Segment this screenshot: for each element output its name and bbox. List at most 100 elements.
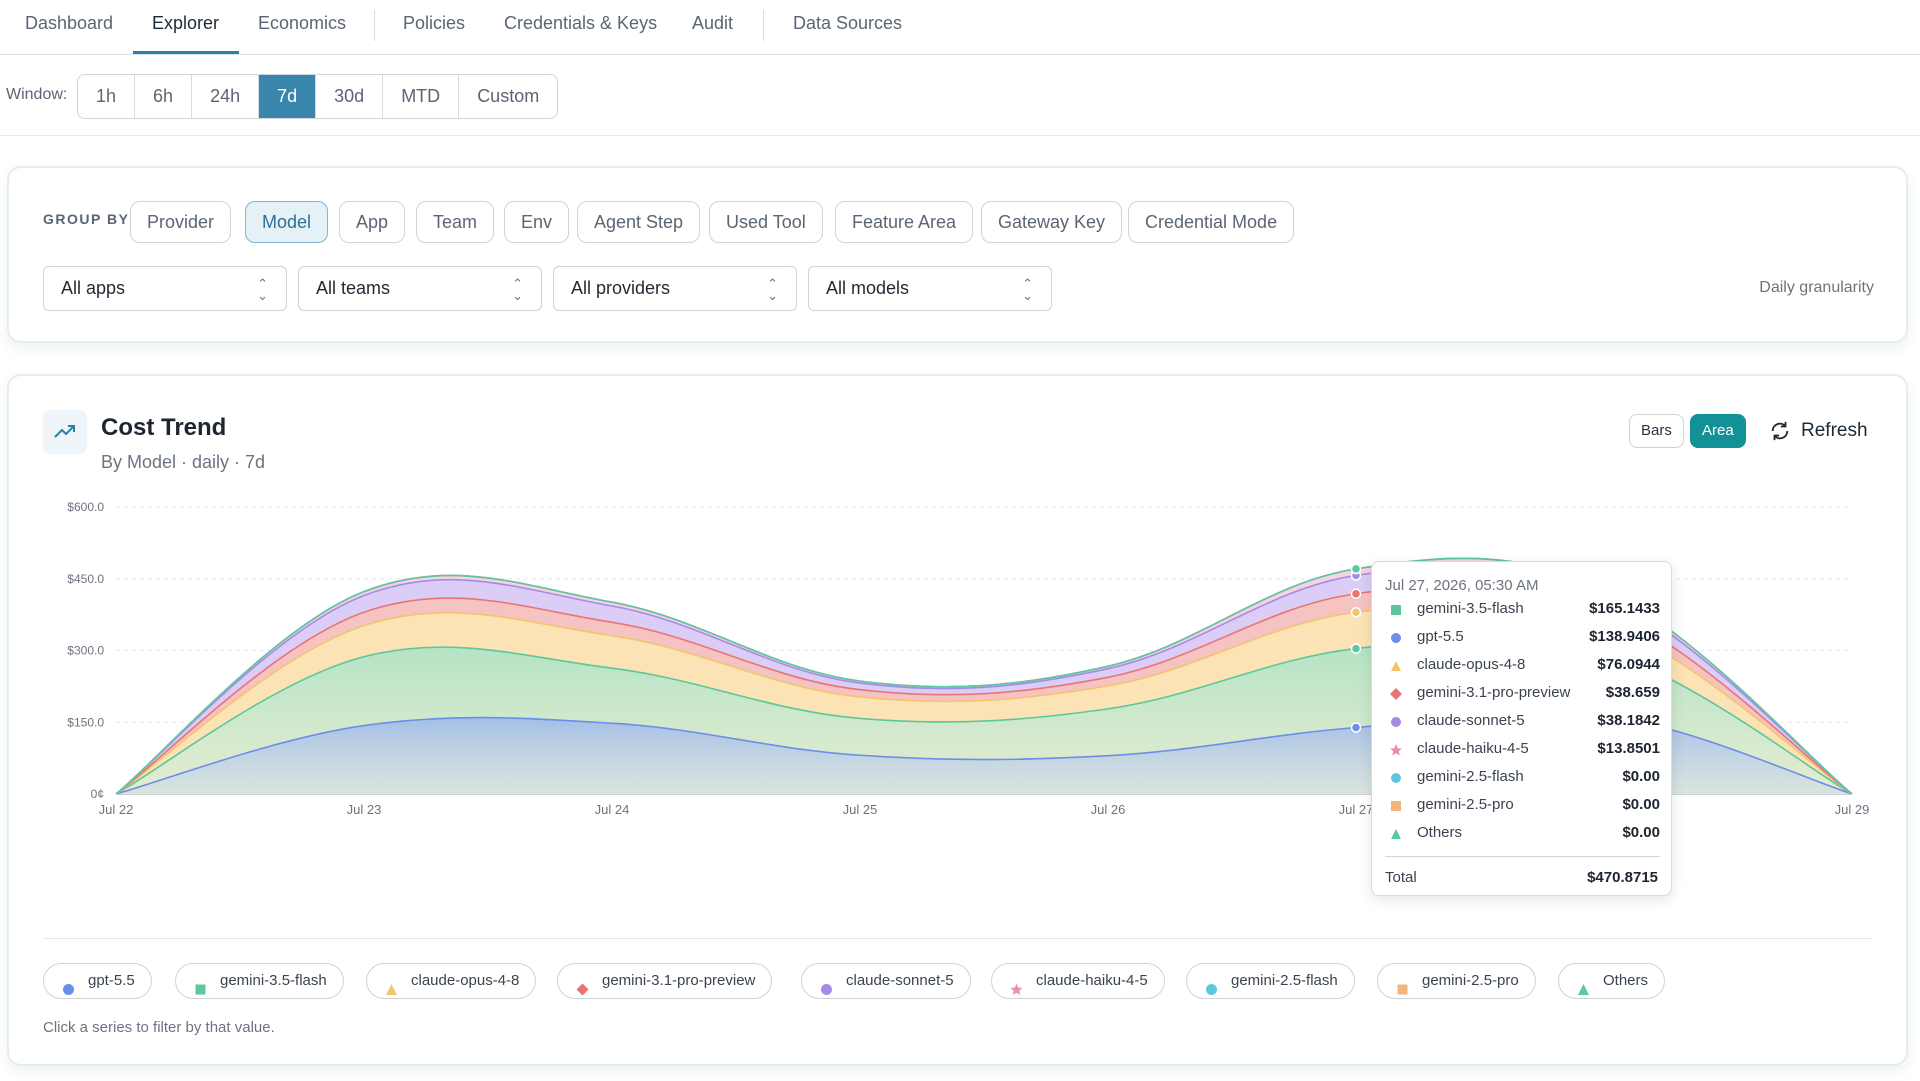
- providers-select-value: All providers: [571, 278, 671, 298]
- refresh-button[interactable]: Refresh: [1769, 414, 1868, 448]
- tooltip-divider: [1385, 856, 1660, 857]
- area-toggle-button[interactable]: Area: [1690, 414, 1746, 448]
- tooltip-series-value: $0.00: [1622, 768, 1660, 785]
- tooltip-series-name: gemini-3.5-flash: [1417, 600, 1524, 617]
- bars-toggle-button[interactable]: Bars: [1629, 414, 1684, 448]
- group-by-used-tool[interactable]: Used Tool: [709, 201, 823, 243]
- tab-dashboard[interactable]: Dashboard: [25, 13, 114, 33]
- square-icon: [1389, 799, 1403, 813]
- tooltip-total-value: $470.8715: [1587, 869, 1658, 886]
- tooltip-series-value: $76.0944: [1597, 656, 1660, 673]
- x-tick-label: Jul 27: [1339, 802, 1374, 817]
- group-by-label: GROUP BY: [43, 211, 130, 227]
- filters-card: GROUP BY Provider Model App Team Env Age…: [7, 166, 1908, 343]
- window-option-custom[interactable]: Custom: [477, 86, 540, 106]
- window-segmented-control: 1h 6h 24h 7d 30d MTD Custom: [77, 74, 559, 119]
- x-tick-label: Jul 22: [99, 802, 134, 817]
- group-by-env[interactable]: Env: [504, 201, 570, 243]
- providers-select[interactable]: All providers ⌃ ⌄: [553, 266, 797, 311]
- chevron-up-down-icon: ⌃ ⌄: [767, 276, 778, 303]
- chevron-up-down-icon: ⌃ ⌄: [257, 276, 268, 303]
- tooltip-series-value: $0.00: [1622, 796, 1660, 813]
- window-option-mtd[interactable]: MTD: [383, 75, 460, 118]
- hover-marker: [1350, 643, 1362, 654]
- group-by-model[interactable]: Model: [245, 201, 329, 243]
- tooltip-date: Jul 27, 2026, 05:30 AM: [1385, 577, 1539, 594]
- trending-up-icon: [43, 410, 87, 454]
- cost-trend-card: Cost Trend By Model · daily · 7d Bars Ar…: [7, 374, 1908, 1066]
- chart-title: Cost Trend: [101, 414, 227, 441]
- top-nav: Dashboard Explorer Economics Policies Cr…: [0, 0, 1920, 55]
- y-tick-label: $450.0: [67, 572, 104, 586]
- triangle-icon: [385, 975, 398, 995]
- refresh-icon: [1771, 421, 1789, 441]
- models-select[interactable]: All models ⌃ ⌄: [808, 266, 1052, 311]
- window-option-7d[interactable]: 7d: [259, 75, 317, 118]
- teams-select-value: All teams: [316, 278, 391, 298]
- group-by-team[interactable]: Team: [416, 201, 495, 243]
- legend-hint: Click a series to filter by that value.: [43, 1019, 275, 1036]
- circle-icon: [1389, 715, 1403, 729]
- y-tick-label: $300.0: [67, 644, 104, 658]
- legend-label: gemini-3.5-flash: [220, 972, 327, 989]
- circle-icon: [1389, 631, 1403, 645]
- tooltip-series-name: gemini-2.5-flash: [1417, 768, 1524, 785]
- tab-policies[interactable]: Policies: [403, 13, 466, 33]
- tab-economics[interactable]: Economics: [258, 13, 347, 33]
- apps-select-value: All apps: [61, 278, 126, 298]
- group-by-credential-mode[interactable]: Credential Mode: [1128, 201, 1295, 243]
- tooltip-series-name: claude-sonnet-5: [1417, 712, 1525, 729]
- tooltip-total-label: Total: [1385, 869, 1417, 886]
- window-option-6h[interactable]: 6h: [135, 75, 193, 118]
- tooltip-row: claude-sonnet-5 $38.1842: [1385, 709, 1660, 736]
- x-tick-label: Jul 24: [595, 802, 630, 817]
- star-icon: [1389, 743, 1403, 757]
- group-by-app[interactable]: App: [339, 201, 406, 243]
- legend-others[interactable]: Others: [1558, 963, 1666, 999]
- legend-gemini-2-5-pro[interactable]: gemini-2.5-pro: [1377, 963, 1536, 999]
- tooltip-row: claude-opus-4-8 $76.0944: [1385, 653, 1660, 680]
- group-by-agent-step[interactable]: Agent Step: [577, 201, 701, 243]
- triangle-icon: [1577, 975, 1590, 995]
- hover-marker: [1350, 588, 1362, 599]
- legend-gemini-3-5-flash[interactable]: gemini-3.5-flash: [175, 963, 344, 999]
- diamond-icon: [576, 975, 589, 996]
- x-tick-label: Jul 26: [1091, 802, 1126, 817]
- tab-credentials-keys[interactable]: Credentials & Keys: [504, 13, 658, 33]
- tooltip-series-value: $138.9406: [1589, 628, 1660, 645]
- hover-marker: [1350, 563, 1362, 575]
- tooltip-series-value: $38.659: [1605, 684, 1660, 701]
- apps-select[interactable]: All apps ⌃ ⌄: [43, 266, 287, 311]
- tooltip-row: gemini-3.1-pro-preview $38.659: [1385, 681, 1660, 708]
- circle-icon: [820, 975, 833, 995]
- x-tick-label: Jul 29: [1835, 802, 1870, 817]
- teams-select[interactable]: All teams ⌃ ⌄: [298, 266, 542, 311]
- window-option-1h[interactable]: 1h: [78, 75, 136, 118]
- tooltip-row: gemini-3.5-flash $165.1433: [1385, 597, 1660, 624]
- tooltip-series-value: $165.1433: [1589, 600, 1660, 617]
- tooltip-row: gpt-5.5 $138.9406: [1385, 625, 1660, 652]
- nav-divider: [763, 10, 764, 41]
- tab-audit[interactable]: Audit: [692, 13, 734, 33]
- group-by-gateway-key[interactable]: Gateway Key: [981, 201, 1123, 243]
- square-icon: [1389, 603, 1403, 617]
- legend-claude-haiku-4-5[interactable]: claude-haiku-4-5: [991, 963, 1165, 999]
- window-option-24h[interactable]: 24h: [192, 75, 260, 118]
- legend-label: claude-haiku-4-5: [1036, 972, 1148, 989]
- group-by-provider[interactable]: Provider: [130, 201, 232, 243]
- models-select-value: All models: [826, 278, 910, 298]
- legend-claude-sonnet-5[interactable]: claude-sonnet-5: [801, 963, 971, 999]
- legend-gemini-3-1-pro-preview[interactable]: gemini-3.1-pro-preview: [557, 963, 773, 999]
- window-option-30d[interactable]: 30d: [316, 75, 384, 118]
- tooltip-series-name: gemini-2.5-pro: [1417, 796, 1514, 813]
- tooltip-series-value: $13.8501: [1597, 740, 1660, 757]
- tab-explorer[interactable]: Explorer: [152, 13, 220, 33]
- y-tick-label: 0¢: [91, 787, 104, 801]
- tab-data-sources[interactable]: Data Sources: [793, 13, 903, 33]
- legend-gemini-2-5-flash[interactable]: gemini-2.5-flash: [1186, 963, 1355, 999]
- legend-claude-opus-4-8[interactable]: claude-opus-4-8: [366, 963, 537, 999]
- group-by-feature-area[interactable]: Feature Area: [835, 201, 974, 243]
- tooltip-series-name: gemini-3.1-pro-preview: [1417, 684, 1571, 701]
- tooltip-row: claude-haiku-4-5 $13.8501: [1385, 737, 1660, 764]
- legend-gpt-5-5[interactable]: gpt-5.5: [43, 963, 152, 999]
